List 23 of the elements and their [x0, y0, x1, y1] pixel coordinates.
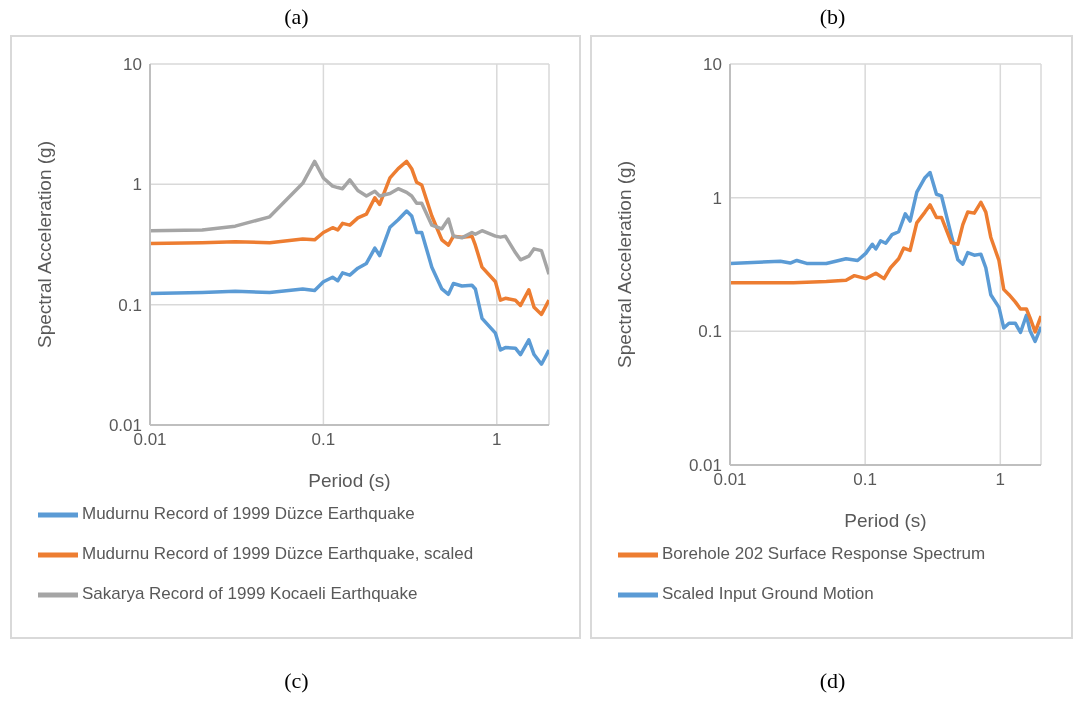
x-axis-title: Period (s): [308, 470, 391, 491]
chart-title: (a): [283, 4, 310, 30]
legend-label: Mudurnu Record of 1999 Düzce Earthquake: [82, 504, 415, 524]
x-tick-label: 1: [995, 470, 1006, 490]
chart-title: (b): [818, 4, 847, 30]
y-tick-label: 1: [132, 175, 142, 195]
y-axis-title: Spectral Acceleration (g): [33, 141, 55, 348]
y-axis-title: Spectral Acceleration (g): [613, 161, 635, 368]
legend-label: Scaled Input Ground Motion: [662, 584, 874, 604]
legend-label: Sakarya Record of 1999 Kocaeli Earthquake: [82, 584, 418, 604]
text: (c): [283, 668, 310, 694]
x-axis-title: Period (s): [844, 510, 927, 531]
x-tick-label: 1: [492, 430, 502, 450]
text: (d): [818, 668, 847, 694]
y-tick-label: 0.1: [698, 322, 722, 342]
legend-label: Borehole 202 Surface Response Spectrum: [662, 544, 986, 564]
y-tick-label: 10: [703, 55, 722, 75]
y-tick-label: 0.1: [118, 295, 142, 315]
y-tick-label: 10: [123, 55, 142, 75]
x-tick-label: 0.1: [311, 430, 336, 450]
y-tick-label: 1: [712, 188, 722, 208]
legend-label: Mudurnu Record of 1999 Düzce Earthquake, scaled: [82, 544, 474, 564]
x-tick-label: 0.1: [853, 470, 877, 490]
